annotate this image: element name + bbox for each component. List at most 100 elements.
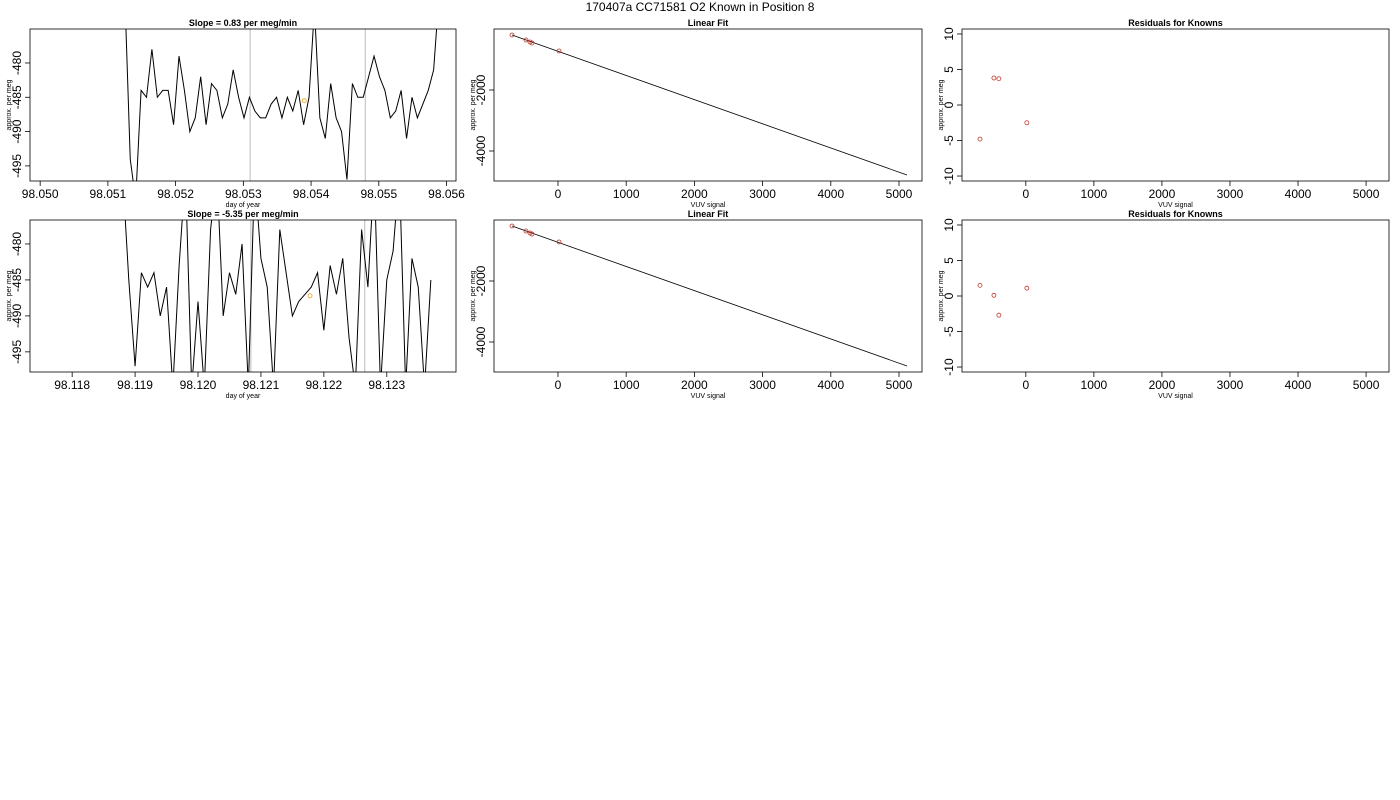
plot-area [125, 29, 438, 181]
fit-line [511, 225, 908, 367]
plot-area [509, 223, 908, 367]
point [996, 312, 1002, 318]
x-tick-label: 4000 [817, 378, 844, 392]
plot-frame [493, 219, 923, 373]
panel: Residuals for Knowns VUV signal approx. pe… [938, 209, 1390, 400]
x-tick-label: 1000 [613, 378, 640, 392]
point [523, 228, 529, 234]
point [529, 231, 535, 237]
x-tick-label: 2000 [681, 378, 708, 392]
panel-title: Slope = -5.35 per meg/min [187, 209, 298, 219]
plot-frame [961, 28, 1390, 182]
x-tick-label: 1000 [1081, 187, 1108, 201]
x-tick-label: 98.056 [428, 187, 465, 201]
x-axis-label: day of year [226, 202, 261, 209]
point [1024, 120, 1030, 126]
x-tick-label: 98.118 [54, 378, 90, 392]
plot-frame [493, 28, 923, 182]
panel-title: Residuals for Knowns [1128, 209, 1223, 219]
point [991, 75, 997, 81]
plot-area [509, 32, 908, 176]
y-tick-label: -495 [10, 340, 24, 364]
x-tick-label: 5000 [886, 187, 913, 201]
y-tick-label: 0 [942, 101, 956, 108]
point [509, 32, 515, 38]
plot-area [977, 282, 1030, 318]
data-line [125, 29, 438, 181]
panel: Linear Fit VUV signal approx. per meg 0 1000… [470, 18, 923, 209]
y-tick-label: -485 [10, 268, 24, 292]
y-tick-label: -4000 [474, 135, 488, 166]
y-tick-label: -485 [10, 85, 24, 109]
x-tick-label: 3000 [1217, 378, 1244, 392]
y-tick-label: -10 [942, 167, 956, 185]
x-tick-label: 2000 [681, 187, 708, 201]
x-axis-label: VUV signal [1158, 393, 1193, 400]
fit-line [511, 34, 908, 176]
y-tick-label: -2000 [474, 265, 488, 296]
plot-frame [961, 219, 1390, 373]
panel: Linear Fit VUV signal approx. per meg 0 1000… [470, 209, 923, 400]
x-tick-label: 98.123 [368, 378, 405, 392]
y-tick-label: -4000 [474, 326, 488, 357]
plot-area [977, 75, 1030, 142]
x-tick-label: 4000 [817, 187, 844, 201]
point [556, 239, 562, 245]
plot-frame [29, 28, 457, 182]
point [523, 37, 529, 43]
x-tick-label: 0 [555, 378, 562, 392]
x-tick-label: 5000 [1353, 378, 1380, 392]
x-tick-label: 98.120 [180, 378, 217, 392]
x-tick-label: 98.051 [90, 187, 127, 201]
x-tick-label: 98.122 [306, 378, 343, 392]
y-axis-label: approx. per meg [6, 270, 13, 321]
y-tick-label: -5 [942, 135, 956, 146]
x-tick-label: 98.121 [243, 378, 280, 392]
y-tick-label: -490 [10, 119, 24, 143]
x-tick-label: 3000 [1217, 187, 1244, 201]
highlight-point [301, 98, 307, 104]
point [991, 292, 997, 298]
panel-title: Linear Fit [688, 209, 729, 219]
x-axis-label: VUV signal [691, 202, 726, 209]
point [977, 282, 983, 288]
x-tick-label: 3000 [749, 378, 776, 392]
x-tick-label: 98.119 [117, 378, 153, 392]
y-tick-label: -480 [10, 232, 24, 256]
y-axis-label: approx. per meg [470, 79, 477, 130]
x-axis-label: VUV signal [1158, 202, 1193, 209]
x-axis-label: day of year [226, 393, 261, 400]
x-tick-label: 0 [1022, 187, 1029, 201]
x-tick-label: 98.054 [293, 187, 330, 201]
plot-area [124, 220, 432, 372]
panel: Slope = -5.35 per meg/min day of year appr… [6, 209, 457, 400]
panel-title: Residuals for Knowns [1128, 18, 1223, 28]
x-tick-label: 98.052 [157, 187, 194, 201]
point [977, 136, 983, 142]
x-tick-label: 98.053 [225, 187, 262, 201]
data-line [124, 220, 432, 372]
x-axis-label: VUV signal [691, 393, 726, 400]
y-tick-label: -490 [10, 304, 24, 328]
y-tick-label: -495 [10, 154, 24, 178]
point [1024, 285, 1030, 291]
y-tick-label: -480 [10, 51, 24, 75]
y-tick-label: -10 [942, 358, 956, 376]
y-tick-label: -2000 [474, 74, 488, 105]
plot-frame [29, 219, 457, 373]
point [509, 223, 515, 229]
y-axis-label: approx. per meg [938, 270, 945, 321]
y-tick-label: 5 [942, 66, 956, 73]
panel-title: Linear Fit [688, 18, 729, 28]
x-tick-label: 1000 [613, 187, 640, 201]
x-tick-label: 2000 [1149, 378, 1176, 392]
point [996, 76, 1002, 82]
panel: Residuals for Knowns VUV signal approx. pe… [938, 18, 1390, 209]
y-tick-label: 5 [942, 257, 956, 264]
y-tick-label: 10 [942, 27, 956, 41]
y-axis-label: approx. per meg [470, 270, 477, 321]
x-tick-label: 5000 [886, 378, 913, 392]
y-axis-label: approx. per meg [938, 79, 945, 130]
point [556, 48, 562, 54]
